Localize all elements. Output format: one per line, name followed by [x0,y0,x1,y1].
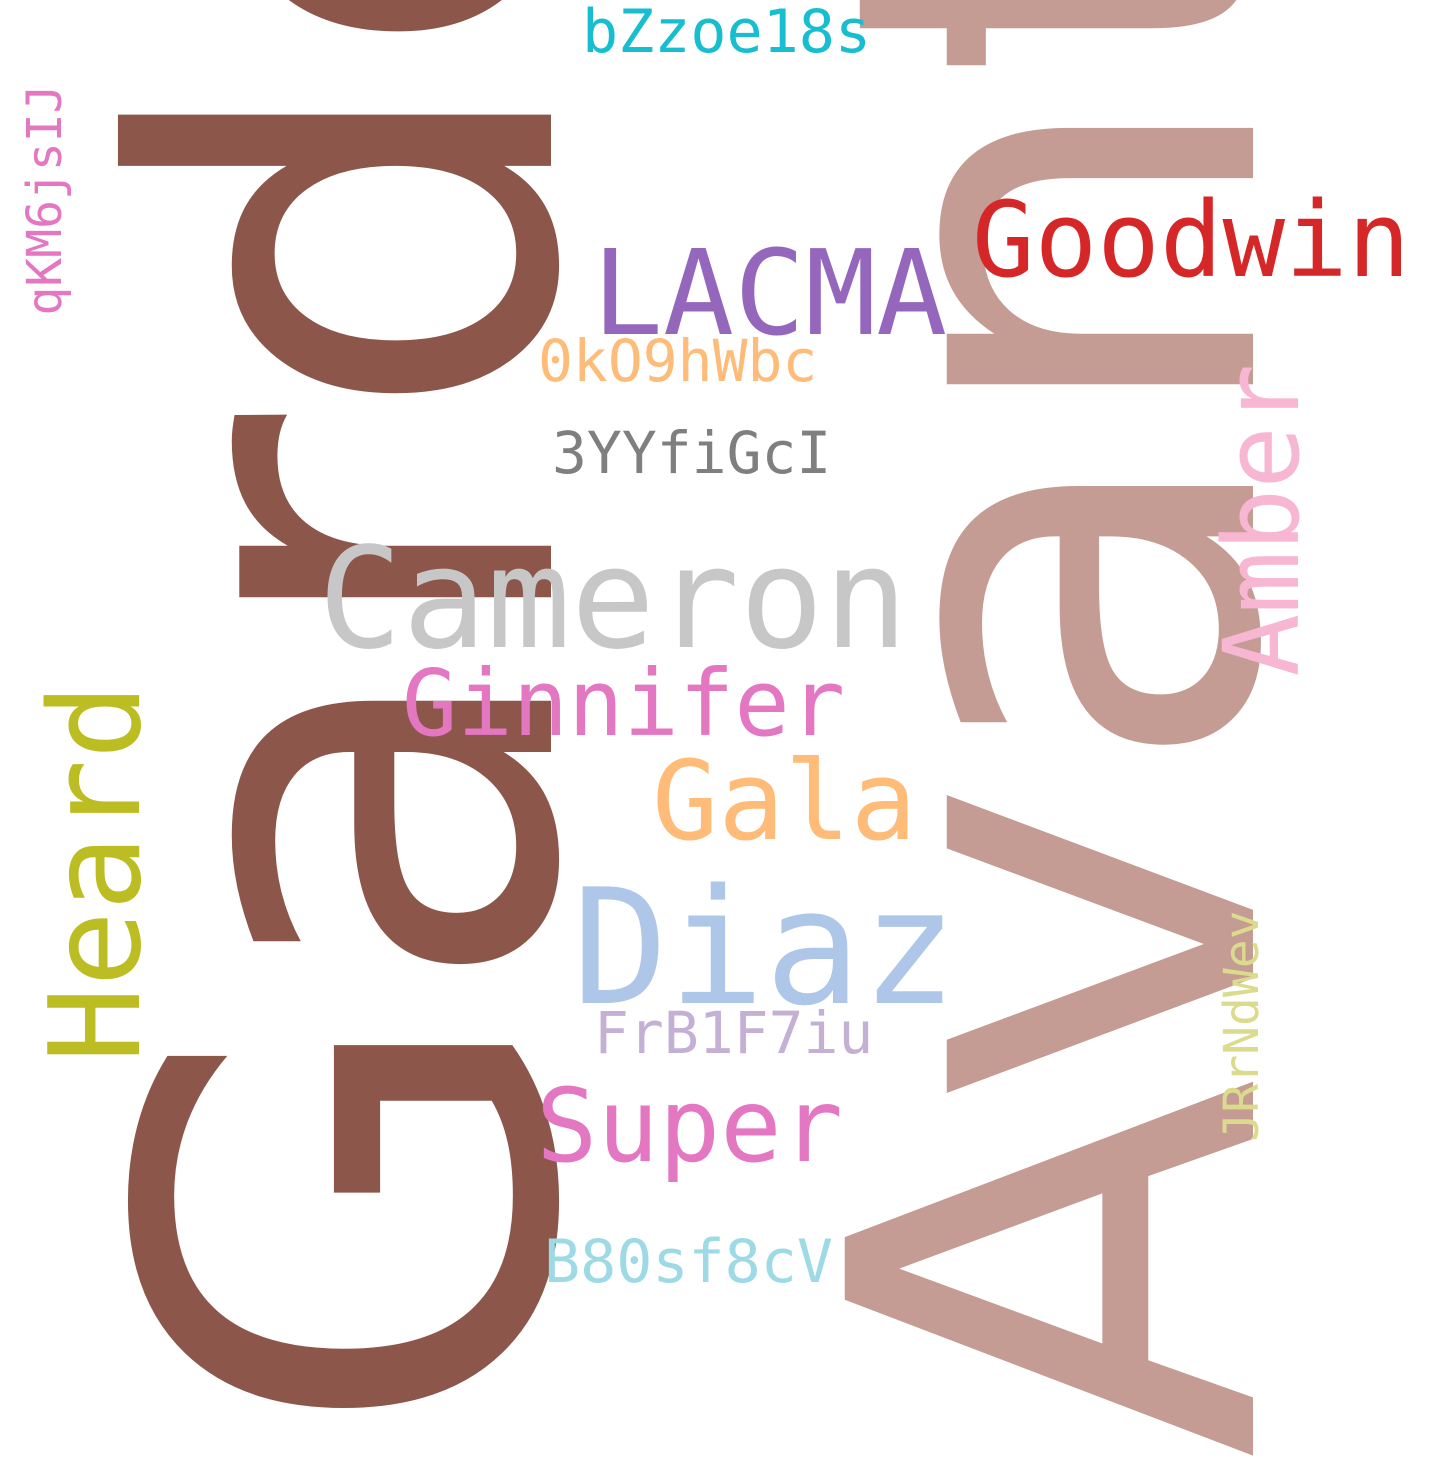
word-gala: Gala [652,737,917,865]
word-super: Super [536,1067,844,1186]
word-goodwin: Goodwin [972,179,1411,301]
word-jrrndwev: JRrNdWev [1214,910,1270,1142]
word-lacma: LACMA [592,224,948,362]
word-diaz: Diaz [572,854,958,1041]
word-cameron: Cameron [318,518,909,681]
word-b80sf8cv: B80sf8cV [544,1227,833,1297]
word-frb1f7iu: FrB1F7iu [594,999,874,1067]
word-qkm6jsij: qKM6jsIJ [17,84,73,316]
word-3yyfigci: 3YYfiGcI [552,419,832,487]
word-bzzoe18s: bZzoe18s [582,0,871,67]
word-0ko9hwbc: 0kO9hWbc [538,327,818,395]
word-amber: Amber [1201,363,1323,677]
word-ginnifer: Ginnifer [402,650,846,757]
word-heard: Heard [22,683,169,1063]
